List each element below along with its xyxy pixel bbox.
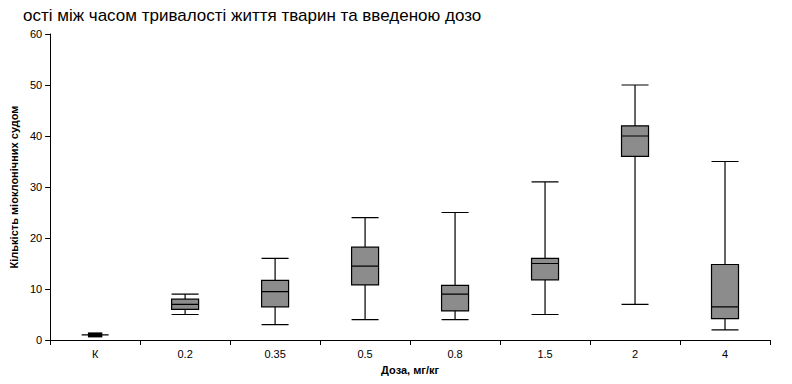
- svg-text:1.5: 1.5: [537, 348, 552, 360]
- svg-text:Доза, мг/кг: Доза, мг/кг: [381, 364, 439, 376]
- svg-text:0.35: 0.35: [264, 348, 285, 360]
- svg-text:30: 30: [30, 181, 42, 193]
- svg-text:50: 50: [30, 79, 42, 91]
- svg-text:0.2: 0.2: [177, 348, 192, 360]
- svg-text:0.5: 0.5: [357, 348, 372, 360]
- svg-text:Кількість міоклонічних судом: Кількість міоклонічних судом: [8, 106, 20, 269]
- svg-text:0.8: 0.8: [447, 348, 462, 360]
- svg-text:40: 40: [30, 130, 42, 142]
- svg-text:60: 60: [30, 28, 42, 40]
- svg-text:ості між часом тривалості житт: ості між часом тривалості життя тварин т…: [23, 6, 481, 25]
- svg-text:К: К: [92, 348, 99, 360]
- svg-text:20: 20: [30, 232, 42, 244]
- svg-text:4: 4: [722, 348, 728, 360]
- svg-text:2: 2: [632, 348, 638, 360]
- svg-text:10: 10: [30, 283, 42, 295]
- svg-text:0: 0: [36, 334, 42, 346]
